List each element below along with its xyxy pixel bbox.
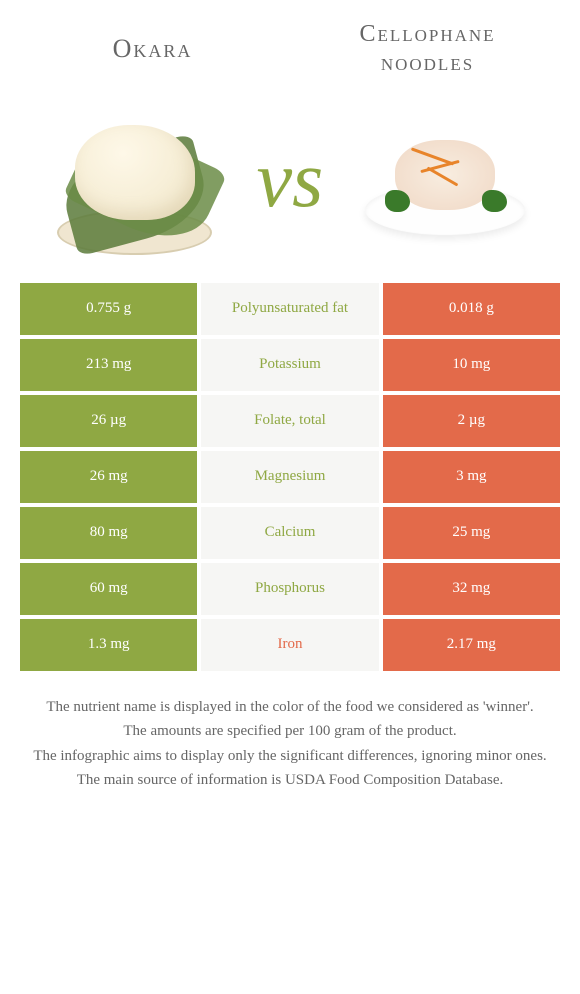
value-right: 3 mg xyxy=(383,451,560,503)
noodles-image xyxy=(345,93,545,268)
nutrient-label: Magnesium xyxy=(201,451,378,503)
value-left: 26 mg xyxy=(20,451,197,503)
table-row: 213 mgPotassium10 mg xyxy=(20,339,560,391)
value-left: 26 µg xyxy=(20,395,197,447)
table-row: 1.3 mgIron2.17 mg xyxy=(20,619,560,671)
nutrient-label: Potassium xyxy=(201,339,378,391)
footer-line: The amounts are specified per 100 gram o… xyxy=(25,720,555,743)
nutrient-label: Calcium xyxy=(201,507,378,559)
okara-image xyxy=(35,93,235,268)
table-row: 26 µgFolate, total2 µg xyxy=(20,395,560,447)
footer-notes: The nutrient name is displayed in the co… xyxy=(15,696,565,792)
table-row: 26 mgMagnesium3 mg xyxy=(20,451,560,503)
table-row: 60 mgPhosphorus32 mg xyxy=(20,563,560,615)
table-row: 80 mgCalcium25 mg xyxy=(20,507,560,559)
nutrient-label: Phosphorus xyxy=(201,563,378,615)
images-row: vs xyxy=(15,93,565,268)
value-left: 80 mg xyxy=(20,507,197,559)
value-right: 0.018 g xyxy=(383,283,560,335)
table-row: 0.755 gPolyunsaturated fat0.018 g xyxy=(20,283,560,335)
left-title: Okara xyxy=(15,34,290,64)
right-title: Cellophanenoodles xyxy=(290,20,565,78)
header: Okara Cellophanenoodles xyxy=(15,20,565,78)
value-left: 213 mg xyxy=(20,339,197,391)
value-right: 32 mg xyxy=(383,563,560,615)
value-right: 2 µg xyxy=(383,395,560,447)
value-right: 10 mg xyxy=(383,339,560,391)
value-left: 60 mg xyxy=(20,563,197,615)
footer-line: The infographic aims to display only the… xyxy=(25,745,555,768)
vs-label: vs xyxy=(257,135,324,226)
value-right: 2.17 mg xyxy=(383,619,560,671)
footer-line: The nutrient name is displayed in the co… xyxy=(25,696,555,719)
value-left: 0.755 g xyxy=(20,283,197,335)
comparison-table: 0.755 gPolyunsaturated fat0.018 g213 mgP… xyxy=(20,283,560,671)
value-right: 25 mg xyxy=(383,507,560,559)
value-left: 1.3 mg xyxy=(20,619,197,671)
footer-line: The main source of information is USDA F… xyxy=(25,769,555,792)
nutrient-label: Iron xyxy=(201,619,378,671)
nutrient-label: Polyunsaturated fat xyxy=(201,283,378,335)
nutrient-label: Folate, total xyxy=(201,395,378,447)
